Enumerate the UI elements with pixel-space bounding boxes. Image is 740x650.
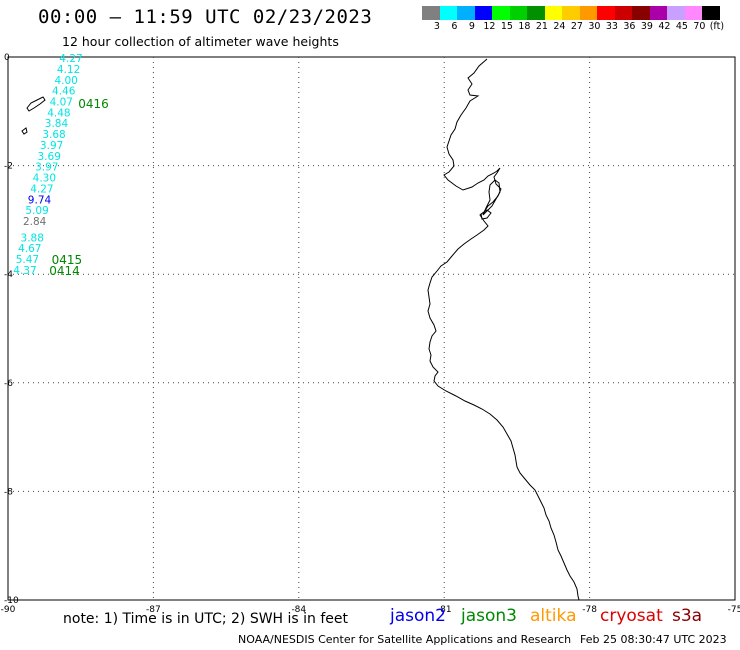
coastline — [427, 58, 580, 601]
color-scale-bar — [422, 6, 720, 20]
color-scale-label: 9 — [468, 21, 475, 32]
color-scale-label: 70 — [693, 21, 706, 32]
x-tick-label: -90 — [1, 605, 16, 615]
color-scale-label: 6 — [451, 21, 458, 32]
wave-height-label: 9.74 — [28, 194, 52, 206]
wave-height-label: 4.46 — [52, 86, 76, 98]
wave-height-label: 4.48 — [47, 107, 70, 119]
color-scale-label: 15 — [500, 21, 513, 32]
mission-name-cryosat: cryosat — [600, 606, 663, 626]
wave-height-label: 4.30 — [33, 173, 56, 185]
wave-height-label: 4.12 — [57, 64, 80, 76]
wave-height-label: 3.68 — [42, 129, 65, 141]
mission-name-altika: altika — [530, 606, 577, 626]
color-scale-label: 42 — [658, 21, 671, 32]
x-tick-label: -81 — [437, 605, 452, 615]
wave-height-label: 5.09 — [25, 205, 48, 217]
color-scale-label: 33 — [605, 21, 618, 32]
x-tick-label: -75 — [728, 605, 740, 615]
color-swatch — [649, 6, 667, 20]
footnote: note: 1) Time is in UTC; 2) SWH is in fe… — [63, 611, 349, 627]
color-scale-label: 24 — [553, 21, 566, 32]
y-tick-label: -6 — [4, 379, 13, 389]
color-swatch — [579, 6, 597, 20]
wave-height-label: 3.88 — [21, 232, 44, 244]
generation-timestamp: Feb 25 08:30:47 UTC 2023 — [580, 633, 727, 646]
color-swatch — [562, 6, 580, 20]
color-swatch — [667, 6, 685, 20]
wave-height-label: 5.47 — [16, 254, 39, 266]
color-scale-label: 36 — [623, 21, 636, 32]
galapagos-island-small — [21, 127, 28, 135]
pass-number-label: 0414 — [49, 264, 80, 278]
y-tick-label: 0 — [4, 53, 10, 63]
color-swatch — [474, 6, 492, 20]
galapagos-island-large — [26, 96, 46, 112]
color-swatch — [422, 6, 440, 20]
mission-name-s3a: s3a — [672, 606, 703, 626]
page-subtitle: 12 hour collection of altimeter wave hei… — [62, 34, 339, 49]
credit-line: NOAA/NESDIS Center for Satellite Applica… — [238, 633, 572, 646]
wave-height-label: 3.84 — [45, 118, 69, 130]
wave-height-label: 4.07 — [50, 97, 73, 109]
mission-name-jason2: jason2 — [390, 606, 446, 626]
color-swatch — [632, 6, 650, 20]
color-swatch — [457, 6, 475, 20]
color-scale-label: 39 — [640, 21, 653, 32]
map-frame — [7, 56, 736, 601]
color-swatch — [509, 6, 527, 20]
y-tick-label: -4 — [4, 270, 13, 280]
mission-name-jason3: jason3 — [461, 606, 517, 626]
puna-island — [480, 209, 492, 220]
wave-height-label: 4.27 — [59, 53, 82, 65]
color-swatch — [597, 6, 615, 20]
wave-height-label: 3.97 — [35, 162, 58, 174]
axis-tick-labels: -90 -87 -84 -81 -78 -75 0 -2 -4 -6 -8 -10 — [1, 53, 740, 615]
color-scale-label: 45 — [675, 21, 688, 32]
pass-number-label: 0415 — [52, 253, 83, 267]
x-tick-label: -87 — [146, 605, 161, 615]
color-scale-label: 18 — [518, 21, 531, 32]
color-scale-label: 27 — [570, 21, 583, 32]
wave-height-label: 4.27 — [30, 183, 53, 195]
color-swatch — [544, 6, 562, 20]
wave-height-observations: 4.274.124.004.464.074.483.843.683.973.69… — [13, 53, 82, 277]
color-swatch — [614, 6, 632, 20]
pass-number-label: 0416 — [78, 97, 109, 111]
x-tick-label: -84 — [291, 605, 306, 615]
color-swatch — [492, 6, 510, 20]
color-scale-label: 12 — [483, 21, 496, 32]
color-swatch — [527, 6, 545, 20]
y-tick-label: -8 — [4, 487, 13, 497]
wave-height-label: 4.67 — [18, 243, 41, 255]
color-scale-label: 30 — [588, 21, 601, 32]
page-title: 00:00 – 11:59 UTC 02/23/2023 — [38, 6, 373, 28]
wave-height-label: 3.97 — [40, 140, 63, 152]
x-tick-label: -78 — [582, 605, 597, 615]
wave-height-label: 4.37 — [13, 265, 36, 277]
y-tick-label: -2 — [4, 162, 13, 172]
color-swatch — [439, 6, 457, 20]
color-scale-label: 3 — [433, 21, 440, 32]
y-tick-label: -10 — [4, 596, 19, 606]
color-scale-label: (ft) — [709, 21, 725, 32]
color-swatch — [702, 6, 720, 20]
estuary-outline — [482, 179, 501, 216]
color-swatch — [684, 6, 702, 20]
wave-height-label: 3.69 — [38, 151, 61, 163]
map-grid — [8, 57, 735, 600]
wave-height-label: 4.00 — [54, 75, 77, 87]
color-scale-label: 21 — [535, 21, 548, 32]
wave-height-label: 2.84 — [23, 216, 47, 228]
